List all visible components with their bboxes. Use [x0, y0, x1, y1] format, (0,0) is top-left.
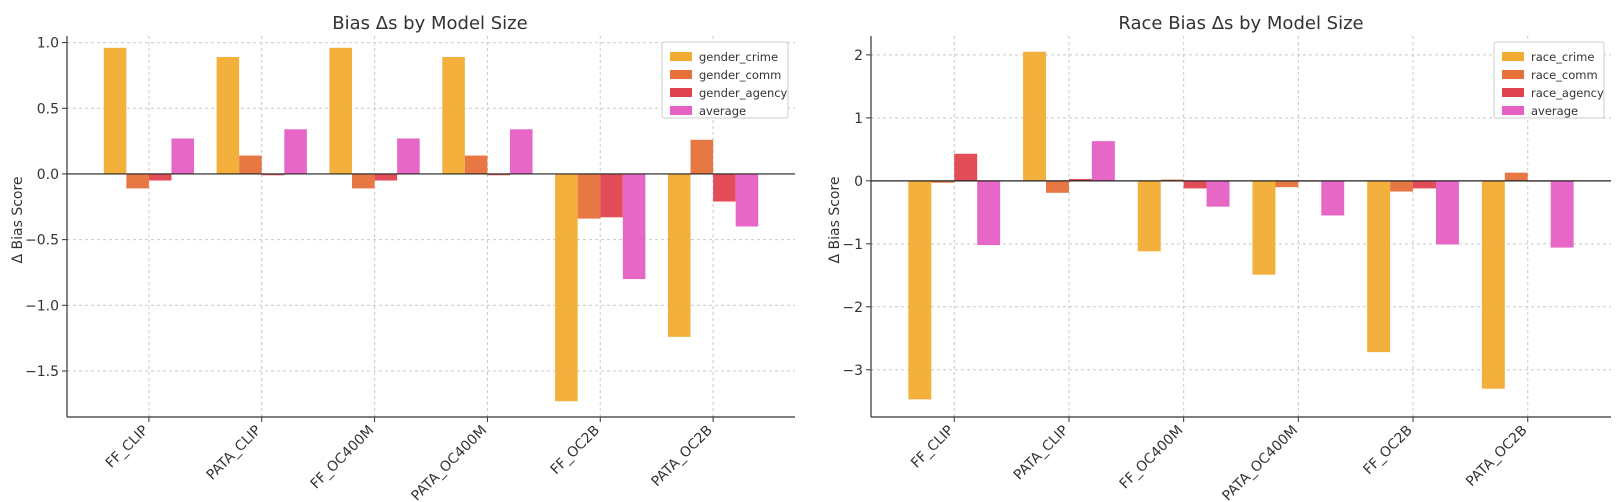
y-tick-label: −0.5	[25, 233, 59, 249]
bar-race_crime-PATA_CLIP	[1023, 51, 1047, 181]
legend-label-race_agency: race_agency	[1531, 86, 1604, 100]
y-tick-label: −3	[842, 363, 863, 379]
bar-gender_comm-PATA_OC400M	[464, 155, 488, 174]
y-tick-label: −1.5	[25, 364, 59, 380]
legend-swatch-gender_crime	[670, 52, 692, 61]
x-tick-label: PATA_OC400M	[1219, 423, 1301, 502]
y-tick-label: −1	[842, 237, 863, 253]
y-tick-label: 0	[854, 174, 863, 190]
bar-gender_comm-FF_OC400M	[352, 173, 375, 189]
legend-label-average: average	[1531, 104, 1578, 118]
x-tick-label: FF_OC400M	[308, 423, 378, 493]
bar-gender_agency-PATA_OC2B	[713, 173, 736, 202]
legend-label-average: average	[699, 104, 746, 118]
legend-swatch-race_agency	[1502, 88, 1524, 97]
x-tick-label: FF_CLIP	[908, 423, 957, 472]
y-axis-label: Δ Bias Score	[10, 176, 26, 263]
bar-race_agency-FF_OC2B	[1413, 180, 1436, 189]
legend-label-gender_agency: gender_agency	[699, 86, 788, 100]
bar-average-FF_OC2B	[1435, 180, 1459, 245]
y-tick-label: −2	[842, 300, 863, 316]
bar-average-FF_OC2B	[622, 173, 646, 280]
bar-race_agency-FF_OC400M	[1183, 180, 1207, 189]
chart-title: Bias Δs by Model Size	[332, 13, 527, 34]
legend-swatch-gender_agency	[670, 88, 692, 97]
y-tick-label: 0.5	[37, 101, 59, 117]
legend-swatch-average	[670, 106, 692, 115]
y-tick-label: −1.0	[25, 298, 59, 314]
x-tick-label: FF_CLIP	[103, 423, 152, 472]
chart-title: Race Bias Δs by Model Size	[1118, 13, 1363, 34]
race-bias-chart: Race Bias Δs by Model Size Δ Bias Score …	[827, 13, 1611, 502]
bar-gender_crime-PATA_CLIP	[216, 57, 240, 174]
bar-average-PATA_CLIP	[1091, 141, 1115, 181]
bar-average-FF_OC400M	[397, 138, 420, 174]
x-tick-label: PATA_CLIP	[1011, 423, 1072, 484]
legend-swatch-race_crime	[1502, 52, 1524, 61]
bar-average-PATA_OC400M	[509, 129, 533, 174]
legend-swatch-race_comm	[1502, 70, 1524, 79]
bar-race_comm-PATA_CLIP	[1046, 180, 1069, 193]
y-tick-label: 0.0	[37, 167, 59, 183]
legend-label-gender_crime: gender_crime	[699, 50, 778, 64]
x-tick-label: PATA_OC2B	[1463, 423, 1530, 490]
bar-gender_comm-FF_OC2B	[577, 173, 601, 219]
legend-swatch-gender_comm	[670, 70, 692, 79]
legend-label-gender_comm: gender_comm	[699, 68, 781, 82]
bar-gender_agency-FF_CLIP	[148, 173, 172, 181]
bar-race_crime-FF_CLIP	[908, 180, 932, 400]
bar-gender_crime-PATA_OC2B	[667, 173, 691, 337]
bar-race_agency-PATA_CLIP	[1068, 178, 1092, 181]
y-tick-label: 2	[854, 48, 863, 64]
gender-bias-chart: Bias Δs by Model Size Δ Bias Score 1.0 0.…	[10, 13, 795, 502]
legend: gender_crime gender_comm gender_agencyaver…	[661, 41, 789, 119]
bar-gender_comm-FF_CLIP	[126, 173, 149, 189]
bar-race_comm-PATA_OC2B	[1504, 172, 1528, 181]
bar-average-PATA_OC2B	[735, 173, 759, 227]
bar-race_crime-FF_OC2B	[1367, 180, 1391, 353]
bar-gender_crime-FF_CLIP	[103, 47, 127, 174]
bar-average-FF_CLIP	[977, 180, 1001, 246]
legend-swatch-average	[1502, 106, 1524, 115]
x-tick-label: FF_OC400M	[1117, 423, 1187, 493]
bar-average-PATA_CLIP	[284, 129, 307, 174]
x-tick-label: FF_OC2B	[548, 423, 603, 478]
bar-race_comm-FF_OC2B	[1390, 180, 1414, 192]
bar-gender_agency-FF_OC2B	[600, 173, 623, 218]
bar-gender_crime-PATA_OC400M	[442, 57, 465, 174]
bars	[908, 51, 1574, 400]
bar-average-FF_CLIP	[171, 138, 195, 174]
bar-race_crime-PATA_OC400M	[1252, 180, 1276, 275]
legend-label-race_crime: race_crime	[1531, 50, 1594, 64]
bar-gender_agency-FF_OC400M	[374, 173, 398, 181]
legend-label-race_comm: race_comm	[1531, 68, 1598, 82]
legend-frame	[661, 41, 789, 119]
bar-race_crime-FF_OC400M	[1137, 180, 1161, 252]
bar-gender_agency-PATA_CLIP	[261, 173, 285, 176]
bar-gender_comm-PATA_CLIP	[239, 155, 262, 174]
y-axis-label: Δ Bias Score	[827, 176, 843, 263]
bars	[103, 47, 759, 402]
x-tick-label: PATA_OC400M	[408, 423, 490, 502]
bar-race_comm-PATA_OC400M	[1275, 180, 1299, 188]
x-tick-label: PATA_CLIP	[204, 423, 265, 484]
bar-average-PATA_OC2B	[1550, 180, 1574, 248]
y-tick-label: 1	[854, 111, 863, 127]
bar-race_agency-FF_CLIP	[954, 153, 978, 181]
x-tick-label: PATA_OC2B	[648, 423, 715, 490]
bar-race_comm-FF_CLIP	[931, 180, 955, 183]
bar-gender_agency-PATA_OC400M	[487, 173, 510, 176]
bar-race_crime-PATA_OC2B	[1481, 180, 1505, 389]
bar-race_comm-FF_OC400M	[1160, 179, 1184, 181]
bar-average-FF_OC400M	[1206, 180, 1230, 207]
bar-gender_crime-FF_OC2B	[555, 173, 578, 402]
bar-gender_crime-FF_OC400M	[329, 47, 353, 174]
bar-gender_comm-PATA_OC2B	[690, 139, 714, 174]
y-tick-label: 1.0	[37, 36, 59, 52]
bar-average-PATA_OC400M	[1321, 180, 1345, 216]
x-tick-label: FF_OC2B	[1360, 423, 1415, 478]
